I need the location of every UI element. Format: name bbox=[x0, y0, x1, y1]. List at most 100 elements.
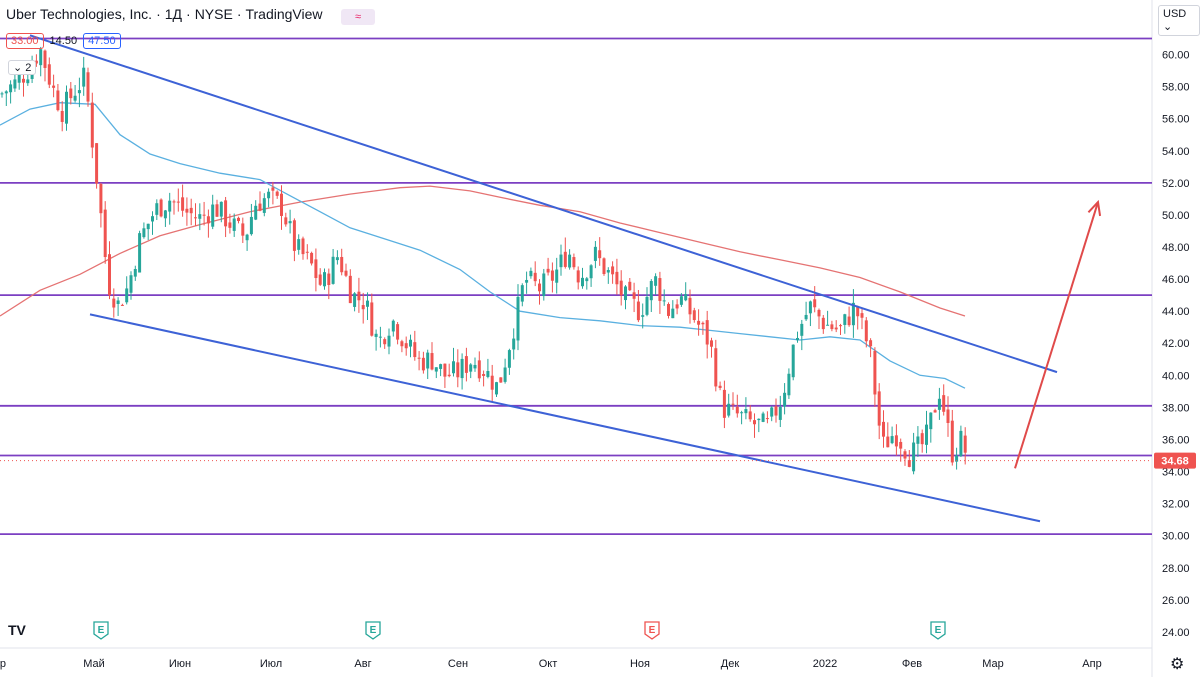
earnings-marker[interactable]: E bbox=[365, 621, 381, 640]
candle-body bbox=[563, 251, 567, 267]
time-tick-label: Сен bbox=[448, 658, 468, 670]
candle-body bbox=[477, 360, 481, 379]
candle-body bbox=[198, 214, 202, 219]
price-tick-label: 50.00 bbox=[1162, 210, 1190, 222]
candle-body bbox=[409, 339, 412, 347]
candle-body bbox=[585, 278, 589, 282]
candle-body bbox=[559, 254, 563, 268]
candle-body bbox=[17, 74, 21, 83]
candle-body bbox=[735, 406, 739, 414]
candle-body bbox=[310, 252, 314, 264]
candle-body bbox=[512, 338, 516, 350]
candle-body bbox=[464, 356, 468, 373]
chart-header: Uber Technologies, Inc. · 1Д · NYSE · TradingV… bbox=[6, 6, 323, 22]
earnings-marker-shape bbox=[93, 621, 109, 640]
candle-body bbox=[391, 320, 395, 332]
time-tick-label: Дек bbox=[721, 658, 740, 670]
candle-body bbox=[52, 85, 56, 88]
price-tick-label: 38.00 bbox=[1162, 402, 1190, 414]
earnings-marker-label: E bbox=[649, 625, 656, 636]
earnings-marker[interactable]: E bbox=[93, 621, 109, 640]
candle-body bbox=[404, 343, 408, 349]
candle-body bbox=[624, 286, 627, 301]
candle-body bbox=[219, 201, 223, 217]
candle-body bbox=[946, 409, 950, 424]
candle-body bbox=[314, 259, 318, 279]
candle-body bbox=[899, 441, 903, 449]
candle-body bbox=[400, 341, 404, 347]
candle-body bbox=[916, 436, 920, 444]
candle-body bbox=[258, 203, 262, 211]
candle-body bbox=[348, 275, 352, 304]
candle-body bbox=[26, 79, 30, 84]
earnings-marker-label: E bbox=[935, 625, 942, 636]
candle-body bbox=[262, 198, 266, 213]
market-status-badge[interactable]: ≈ bbox=[341, 9, 375, 25]
candle-body bbox=[439, 364, 443, 369]
candle-body bbox=[796, 337, 799, 341]
forecast-arrow-head bbox=[1087, 199, 1102, 217]
candle-body bbox=[757, 418, 761, 421]
currency-select[interactable]: USD ⌄ bbox=[1158, 5, 1200, 36]
candle-body bbox=[116, 300, 120, 304]
candle-body bbox=[937, 398, 941, 410]
candle-body bbox=[817, 309, 821, 317]
candle-body bbox=[331, 256, 335, 284]
exchange-label: NYSE bbox=[194, 6, 233, 22]
candle-body bbox=[576, 270, 580, 283]
candle-body bbox=[370, 302, 374, 336]
candle-body bbox=[133, 269, 137, 277]
candle-body bbox=[194, 217, 197, 219]
candle-body bbox=[568, 254, 572, 268]
candle-body bbox=[705, 320, 709, 345]
candle-body bbox=[744, 409, 748, 414]
time-tick-label: Апр bbox=[1082, 658, 1101, 670]
candle-body bbox=[181, 197, 185, 211]
candle-body bbox=[327, 273, 331, 285]
buy-price-badge[interactable]: 47.50 bbox=[83, 33, 121, 49]
earnings-marker[interactable]: E bbox=[930, 621, 946, 640]
candle-body bbox=[56, 90, 60, 111]
candle-body bbox=[606, 270, 610, 273]
candle-body bbox=[787, 373, 791, 396]
candle-body bbox=[99, 184, 103, 214]
source-label: TradingView bbox=[245, 6, 323, 22]
candle-body bbox=[912, 442, 916, 472]
candle-body bbox=[955, 455, 959, 462]
earnings-marker-label: E bbox=[98, 625, 105, 636]
candle-body bbox=[301, 238, 305, 255]
collapse-indicators-button[interactable]: ⌄ 2 bbox=[8, 60, 37, 75]
candle-body bbox=[86, 72, 90, 102]
channel-lower-trendline bbox=[89, 313, 1041, 523]
candle-body bbox=[791, 344, 795, 378]
candle-body bbox=[103, 209, 107, 258]
candle-body bbox=[907, 460, 911, 467]
candle-body bbox=[662, 300, 666, 302]
earnings-marker-label: E bbox=[370, 625, 377, 636]
candle-body bbox=[731, 403, 735, 405]
symbol-name[interactable]: Uber Technologies, Inc. bbox=[6, 6, 153, 22]
gear-icon[interactable]: ⚙ bbox=[1170, 656, 1185, 673]
earnings-marker-shape bbox=[365, 621, 381, 640]
candle-body bbox=[151, 216, 154, 222]
earnings-marker[interactable]: E bbox=[644, 621, 660, 640]
candle-body bbox=[254, 205, 258, 220]
candle-body bbox=[821, 317, 825, 330]
candle-body bbox=[503, 367, 507, 382]
sell-price-badge[interactable]: 33.00 bbox=[6, 33, 44, 49]
candle-body bbox=[82, 67, 86, 87]
candle-body bbox=[602, 258, 606, 275]
candle-body bbox=[611, 266, 615, 275]
interval-label[interactable]: 1Д bbox=[164, 6, 183, 22]
candle-body bbox=[120, 304, 124, 306]
candle-body bbox=[675, 304, 679, 309]
time-tick-label: Июл bbox=[260, 658, 282, 670]
candle-body bbox=[800, 323, 804, 336]
candle-body bbox=[237, 217, 240, 222]
candle-body bbox=[90, 102, 94, 148]
candle-body bbox=[645, 296, 649, 315]
candle-body bbox=[830, 324, 834, 330]
price-badges: 33.00 14.50 47.50 bbox=[6, 33, 121, 49]
candle-body bbox=[22, 78, 25, 83]
